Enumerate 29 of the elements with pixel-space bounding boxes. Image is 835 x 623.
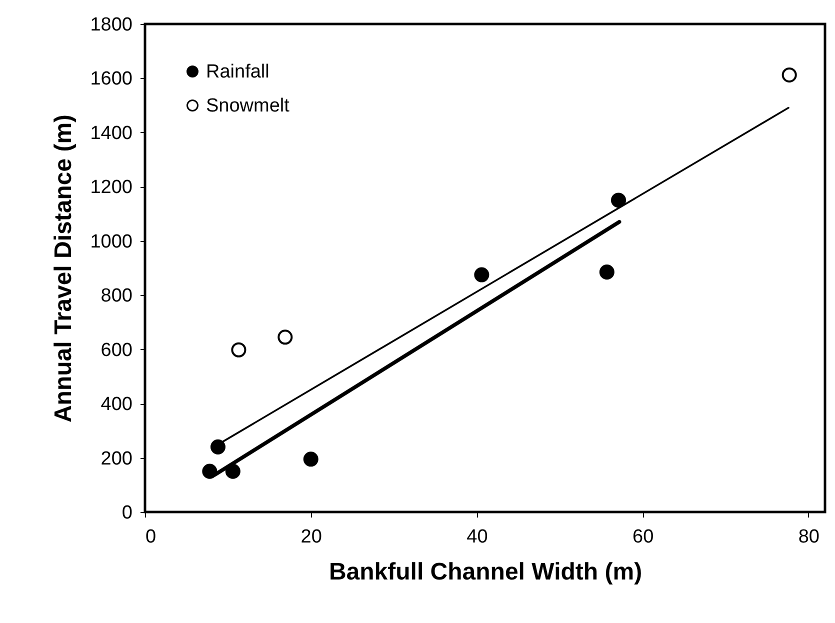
y-tick-label: 200 bbox=[100, 448, 132, 470]
point bbox=[599, 264, 614, 280]
x-tick-label: 40 bbox=[466, 526, 488, 548]
point bbox=[303, 452, 318, 467]
point bbox=[202, 464, 218, 479]
x-tick-label: 80 bbox=[798, 526, 820, 548]
x-tick-label: 20 bbox=[300, 526, 322, 548]
y-tick-label: 1000 bbox=[90, 231, 132, 252]
point bbox=[610, 192, 626, 208]
point bbox=[225, 464, 240, 479]
point bbox=[210, 439, 226, 454]
y-tick-label: 600 bbox=[100, 340, 132, 361]
x-tick-label: 0 bbox=[146, 526, 156, 548]
x-tick-label: 60 bbox=[632, 526, 654, 548]
y-tick-label: 1800 bbox=[90, 14, 132, 36]
point bbox=[474, 267, 490, 282]
point bbox=[782, 67, 797, 82]
y-tick-label: 1400 bbox=[90, 122, 132, 144]
y-tick-label: 0 bbox=[122, 502, 132, 524]
point bbox=[231, 342, 246, 358]
legend-label: Snowmelt bbox=[206, 96, 290, 116]
y-tick-label: 1600 bbox=[90, 68, 132, 90]
y-axis-title: Annual Travel Distance (m) bbox=[50, 114, 78, 423]
point bbox=[278, 330, 293, 345]
legend-label: Rainfall bbox=[206, 62, 270, 82]
y-tick-label: 1200 bbox=[90, 177, 132, 198]
y-tick-label: 400 bbox=[100, 394, 132, 416]
x-axis-title: Bankfull Channel Width (m) bbox=[328, 558, 642, 586]
y-tick-label: 800 bbox=[100, 286, 132, 307]
